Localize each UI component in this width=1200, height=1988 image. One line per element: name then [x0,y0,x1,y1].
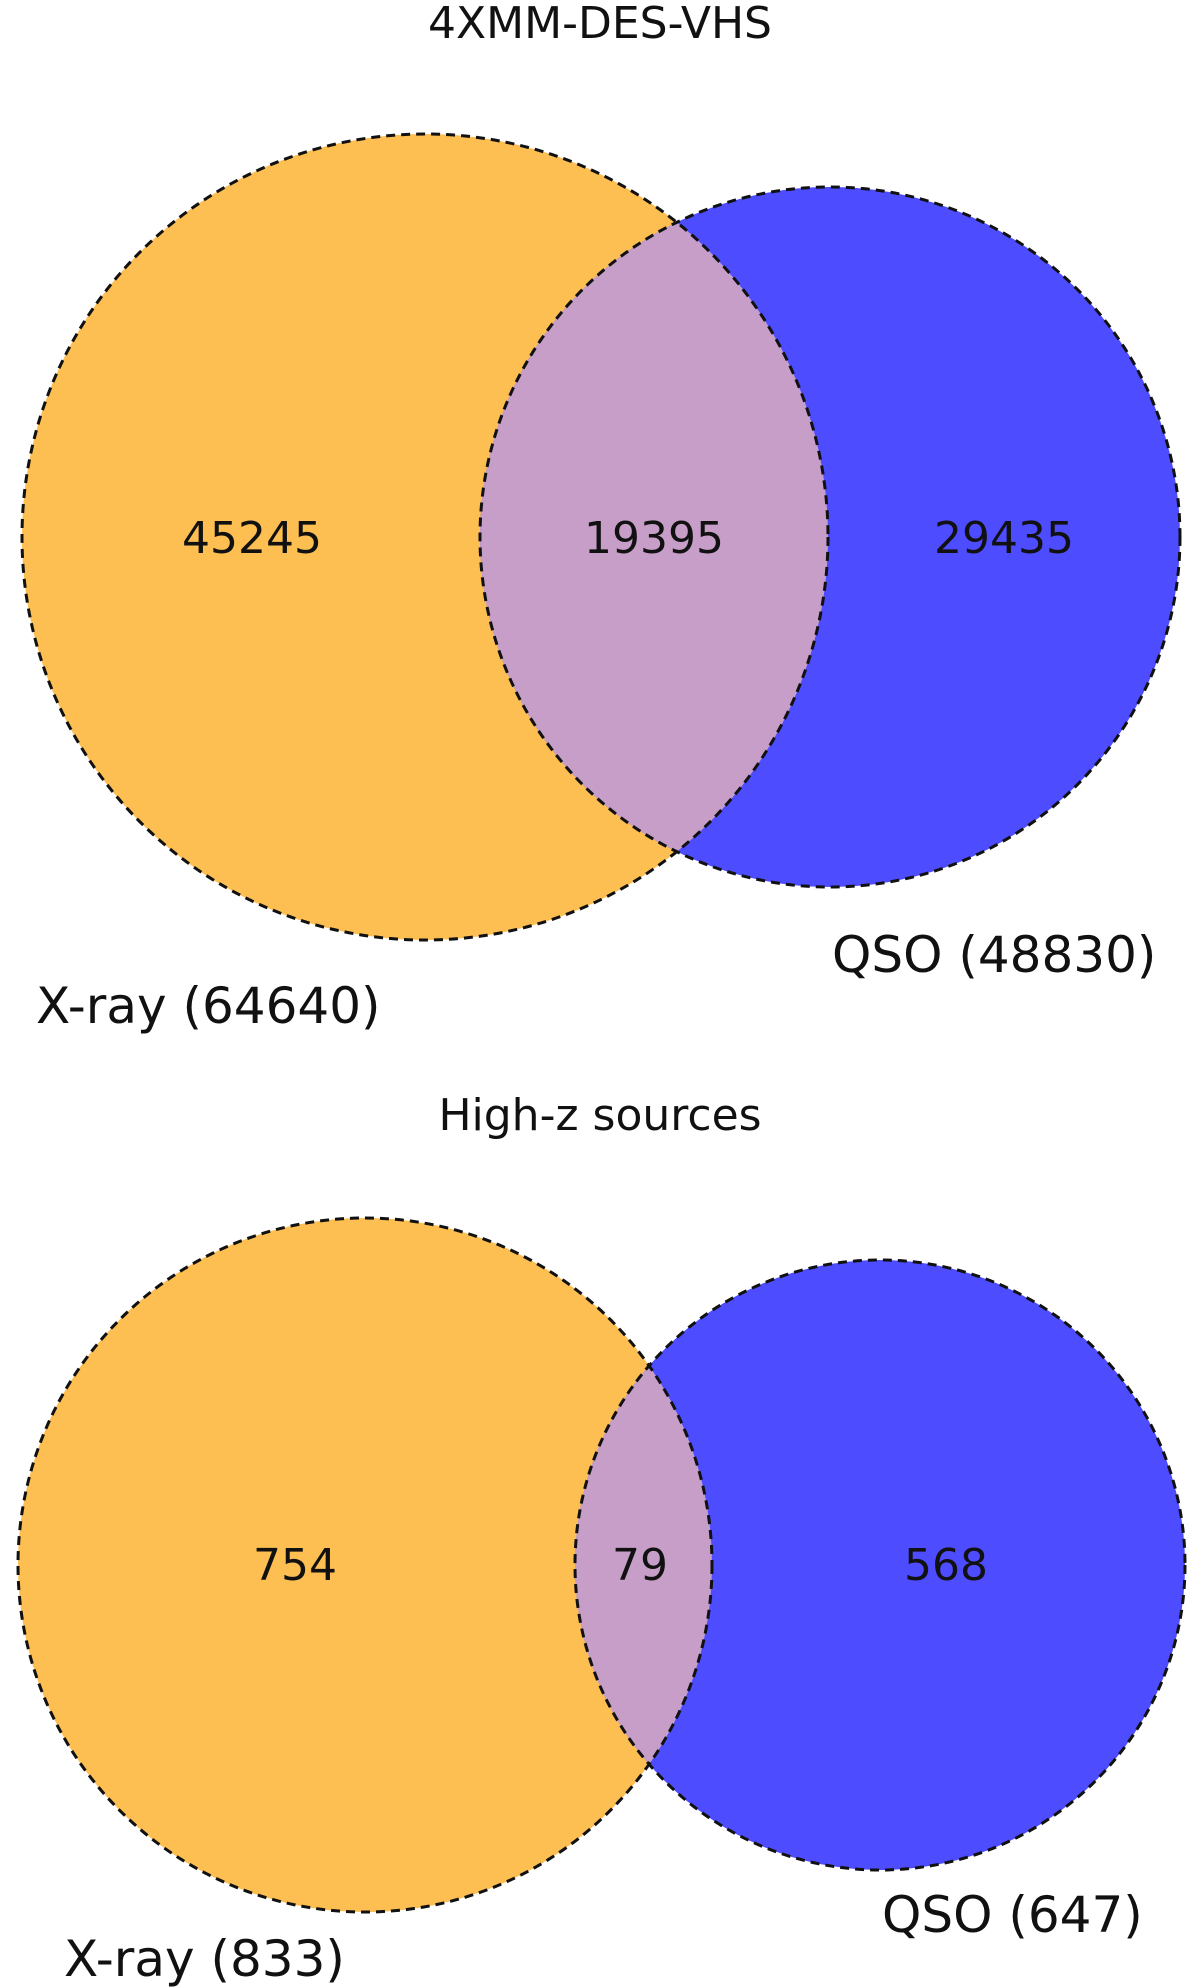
venn-diagram-main: 4XMM-DES-VHS 45245 19395 29435 X-ray (64… [20,0,1182,1035]
qso-set-label: QSO (647) [882,1886,1143,1944]
xray-only-count: 45245 [182,513,322,564]
xray-circle-outline [16,1216,714,1914]
overlap-count: 79 [612,1540,668,1591]
venn-diagram-high-z: High-z sources 754 79 568 X-ray (833) QS… [16,1090,1187,1988]
xray-set-label: X-ray (64640) [36,977,381,1035]
xray-set-label: X-ray (833) [64,1930,345,1988]
overlap-count: 19395 [584,513,724,564]
qso-only-count: 29435 [934,513,1074,564]
xray-only-count: 754 [253,1540,337,1591]
qso-circle [575,1260,1185,1870]
xray-circle [18,1218,712,1912]
venn-title-high-z: High-z sources [438,1090,761,1141]
overlap-region [480,187,828,887]
qso-only-count: 568 [904,1540,988,1591]
qso-set-label: QSO (48830) [832,926,1156,984]
qso-circle-outline [478,185,1182,889]
venn-title-main: 4XMM-DES-VHS [428,0,772,49]
xray-circle-outline [20,132,830,942]
qso-circle-outline [573,1258,1187,1872]
